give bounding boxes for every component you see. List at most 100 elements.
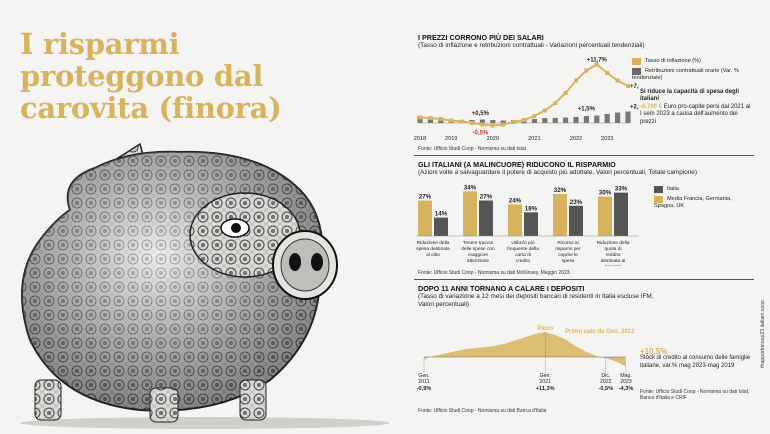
inflation-point <box>511 120 516 124</box>
divider-1 <box>414 155 754 156</box>
x-tick-label: 2020 <box>487 136 499 142</box>
category-label: spesa destinata <box>416 246 450 252</box>
bar-italia <box>508 204 522 236</box>
headline: I risparmi proteggono dal carovita (fino… <box>20 28 320 124</box>
inflation-point <box>532 114 537 118</box>
wages-bar <box>573 117 579 123</box>
first-drop-annotation: Primo calo da Gen. 2012 <box>565 329 635 335</box>
legend-italia-swatch <box>654 186 663 193</box>
section1-source: Fonte: Ufficio Studi Coop - Nomisma su d… <box>418 146 527 152</box>
stock-note-text: Stock di credito al consumo delle famigl… <box>640 355 751 369</box>
category-label: risparmi <box>604 264 621 266</box>
wages-bar <box>427 117 433 123</box>
inflation-point <box>522 118 526 122</box>
bar-media-label: 14% <box>435 211 448 218</box>
category-label: coprire le <box>558 252 578 258</box>
peak-annotation: Picco <box>537 326 553 332</box>
category-label: risparmi per <box>555 246 581 252</box>
spending-note-body: -6,700 € Euro pro-capite persi dal 2021 … <box>640 104 752 126</box>
area-x-label: 2011 <box>418 379 429 385</box>
legend-wages-swatch <box>632 68 641 75</box>
bar-italia <box>418 200 432 236</box>
spending-note: Si riduce la capacità di spesa degli ita… <box>640 89 752 126</box>
category-label: al cibo <box>426 252 440 258</box>
section3-source-right: Fonte: Ufficio Studi Coop - Nomisma su d… <box>640 389 750 402</box>
legend-media-swatch <box>654 196 663 203</box>
bar-italia <box>463 191 477 236</box>
bar-media-label: 18% <box>525 205 538 212</box>
legend-wages: Retribuzioni contrattuali orarie (Var. %… <box>632 68 750 82</box>
x-tick-label: 2023 <box>601 136 613 142</box>
inflation-point <box>459 119 464 124</box>
category-label: destinata ai <box>601 258 626 264</box>
inflation-point <box>438 117 443 121</box>
inflation-point <box>605 71 610 75</box>
legend-inflation-label: Tasso di inflazione (%) <box>645 58 701 64</box>
x-tick-label: 2021 <box>528 136 540 142</box>
section3-source-left: Fonte: Ufficio Studi Coop - Nomisma su d… <box>418 408 547 414</box>
headline-line-3: carovita (finora) <box>20 91 282 125</box>
bar-italia-label: 34% <box>464 184 477 191</box>
inflation-point <box>574 78 578 83</box>
x-tick-label: 2019 <box>445 136 457 142</box>
line-annotation: +0,5% <box>472 111 490 117</box>
bar-media <box>569 205 583 236</box>
wages-bar <box>594 115 600 123</box>
legend-media-label: Media Francia, Germania, Spagna, UK <box>654 196 732 209</box>
spending-note-value: -6,700 € <box>640 103 663 110</box>
bar-italia-label: 32% <box>554 187 567 194</box>
section2-subtitle: (Azioni volte a salvaguardare il potere … <box>418 169 697 176</box>
wages-bar <box>552 118 558 123</box>
line-annotation: -0,5% <box>473 131 489 137</box>
bar-media <box>479 200 493 236</box>
bar-italia-label: 30% <box>599 190 612 197</box>
stock-note-value: +10,5% <box>640 347 668 356</box>
line-annotation: +2,3% <box>630 105 639 111</box>
inflation-point <box>584 68 589 73</box>
category-label: reddito <box>606 252 621 258</box>
category-label: spese <box>562 259 575 264</box>
wages-bar <box>531 119 537 123</box>
line-annotation: +11,7% <box>587 58 608 64</box>
headline-line-2: proteggono dal <box>20 59 264 93</box>
area-x-label: 2023 <box>620 379 632 385</box>
wages-bar <box>563 117 569 123</box>
area-x-label: Gen. <box>418 373 429 379</box>
area-x-label: 2022 <box>600 379 612 385</box>
inflation-point <box>553 101 558 105</box>
inflation-point <box>594 62 599 67</box>
bar-italia <box>598 196 612 236</box>
area-x-label: Dic. <box>601 373 610 379</box>
stock-note: +10,5% Stock di credito al consumo delle… <box>640 347 752 370</box>
wages-bar <box>479 119 485 123</box>
category-label: Tenere traccia <box>463 240 493 246</box>
inflation-point <box>615 78 620 83</box>
area-x-value: -4,3% <box>619 386 634 392</box>
inflation-point <box>490 123 495 128</box>
legend-inflation: Tasso di inflazione (%) <box>632 58 701 65</box>
bar-italia-label: 24% <box>509 197 522 204</box>
wages-bar <box>625 111 631 123</box>
category-label: quota di <box>604 246 621 252</box>
line-annotation: +7,4% <box>630 84 639 90</box>
spending-note-title: Si riduce la capacità di spesa degli ita… <box>640 89 740 103</box>
section2-title: GLI ITALIANI (A MALINCUORE) RIDUCONO IL … <box>418 160 616 169</box>
inflation-point <box>501 122 506 127</box>
section2-source: Fonte: Ufficio Studi Coop - Nomisma su d… <box>418 270 570 276</box>
bar-media-label: 23% <box>570 199 583 206</box>
category-label: attenzione <box>467 258 489 264</box>
area-x-value: +11,3% <box>536 386 555 392</box>
bar-media-label: 27% <box>480 194 493 201</box>
deposits-area <box>424 332 626 367</box>
headline-line-1: I risparmi <box>20 27 180 61</box>
section1-title: I PREZZI CORRONO PIÙ DEI SALARI <box>418 33 544 42</box>
wages-bar <box>604 114 610 123</box>
inflation-point <box>470 121 474 125</box>
wages-bar <box>417 116 423 123</box>
wages-bar <box>490 120 496 123</box>
x-tick-label: 2018 <box>414 136 426 142</box>
inflation-line-chart: 2018 2019 2020 2021 2022 2023 +0,5% -0,5% +11,7%… <box>414 58 639 143</box>
area-x-label: Mag. <box>620 373 632 379</box>
category-label: Riduzione della <box>417 240 450 246</box>
